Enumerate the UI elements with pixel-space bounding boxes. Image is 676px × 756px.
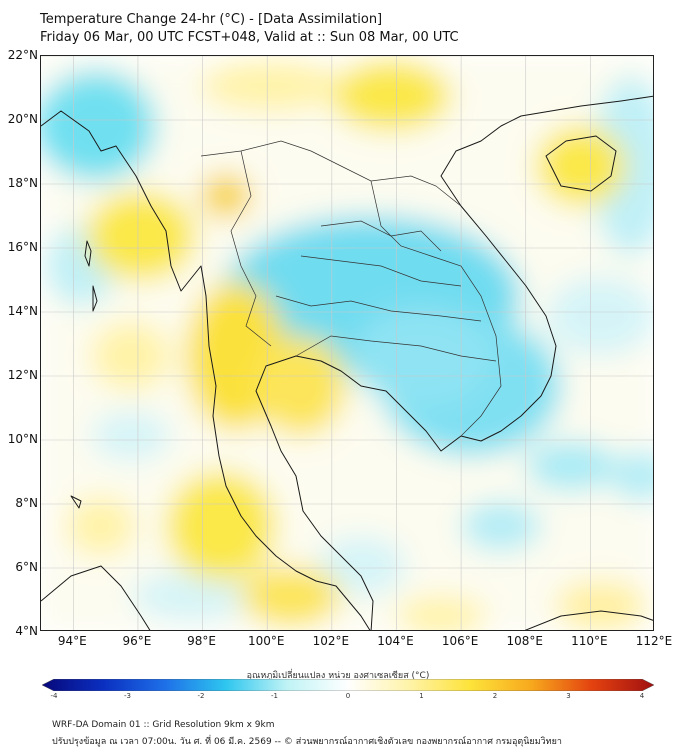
- colorbar-title: อุณหภูมิเปลี่ยนแปลง หน่วย องศาเซลเซียส (…: [246, 671, 430, 681]
- colorbar-tick-label: -4: [50, 692, 58, 700]
- longitude-label: 108°E: [506, 634, 543, 648]
- longitude-label: 110°E: [571, 634, 608, 648]
- colorbar-tick-label: -3: [124, 692, 131, 700]
- graticule: [41, 56, 653, 630]
- latitude-label: 6°N: [15, 560, 38, 574]
- colorbar-tick-label: 0: [345, 692, 351, 700]
- longitude-label: 112°E: [635, 634, 673, 648]
- longitude-label: 100°E: [247, 634, 285, 648]
- country-borders: [200, 140, 502, 437]
- colorbar-tick-label: -2: [197, 692, 205, 700]
- longitude-label: 98°E: [187, 634, 216, 648]
- colorbar-tick-label: 3: [566, 692, 571, 700]
- shading-layer: [41, 56, 653, 630]
- map-title: Temperature Change 24-hr (°C) - [Data As…: [40, 12, 383, 27]
- latitude-label: 18°N: [7, 176, 38, 190]
- footer-credit: ปรับปรุงข้อมูล ณ เวลา 07:00น. วัน ศ. ที่…: [52, 737, 562, 747]
- latitude-label: 22°N: [7, 48, 38, 62]
- latitude-label: 10°N: [7, 432, 38, 446]
- latitude-label: 16°N: [7, 240, 38, 254]
- map-panel: [40, 55, 654, 631]
- latitude-label: 4°N: [15, 624, 38, 638]
- longitude-label: 102°E: [312, 634, 350, 648]
- coastlines: [41, 95, 653, 630]
- latitude-label: 12°N: [7, 368, 38, 382]
- colorbar-tick-label: 4: [639, 692, 645, 700]
- map-subtitle: Friday 06 Mar, 00 UTC FCST+048, Valid at…: [40, 30, 459, 45]
- colorbar-tick-label: 1: [419, 692, 424, 700]
- longitude-label: 106°E: [441, 634, 479, 648]
- longitude-label: 104°E: [377, 634, 414, 648]
- colorbar-tick-label: -1: [271, 692, 278, 700]
- latitude-label: 20°N: [7, 112, 38, 126]
- colorbar-tick-label: 2: [492, 692, 498, 700]
- longitude-label: 96°E: [122, 634, 152, 648]
- temperature-change-map: [41, 56, 653, 630]
- latitude-label: 8°N: [15, 496, 38, 510]
- longitude-label: 94°E: [57, 634, 87, 648]
- footer-model-info: WRF-DA Domain 01 :: Grid Resolution 9km …: [52, 720, 275, 730]
- latitude-label: 14°N: [7, 304, 38, 318]
- colorbar: [42, 679, 654, 691]
